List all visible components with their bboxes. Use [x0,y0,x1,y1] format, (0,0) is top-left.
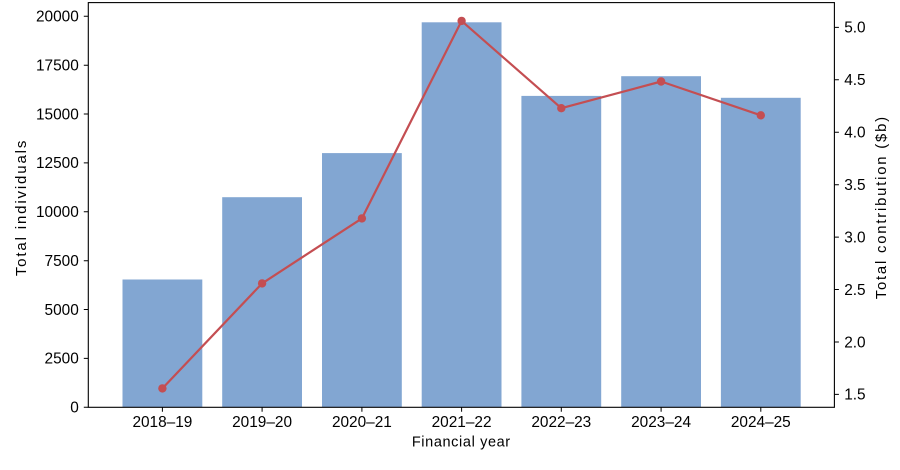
svg-text:Total individuals: Total individuals [13,139,30,276]
svg-text:2018–19: 2018–19 [132,414,192,431]
svg-text:17500: 17500 [36,58,79,75]
svg-text:0: 0 [70,400,79,417]
svg-text:10000: 10000 [36,204,79,221]
svg-text:5000: 5000 [45,302,79,319]
svg-text:1.5: 1.5 [844,387,865,404]
svg-text:4.0: 4.0 [844,125,865,142]
svg-text:2500: 2500 [45,351,79,368]
svg-text:2019–20: 2019–20 [232,414,292,431]
svg-text:5.0: 5.0 [844,20,865,37]
svg-text:4.5: 4.5 [844,72,865,89]
svg-text:2.5: 2.5 [844,282,865,299]
svg-text:20000: 20000 [36,9,79,26]
svg-text:3.0: 3.0 [844,229,865,246]
svg-text:Financial year: Financial year [412,435,511,451]
svg-text:2.0: 2.0 [844,334,865,351]
svg-text:2022–23: 2022–23 [531,414,591,431]
svg-text:2020–21: 2020–21 [332,414,392,431]
svg-text:3.5: 3.5 [844,177,865,194]
svg-text:Total contribution ($b): Total contribution ($b) [874,115,890,299]
svg-text:2024–25: 2024–25 [731,414,791,431]
svg-text:12500: 12500 [36,155,79,172]
svg-text:2021–22: 2021–22 [432,414,492,431]
svg-text:2023–24: 2023–24 [631,414,691,431]
svg-text:15000: 15000 [36,106,79,123]
svg-text:7500: 7500 [45,253,79,270]
